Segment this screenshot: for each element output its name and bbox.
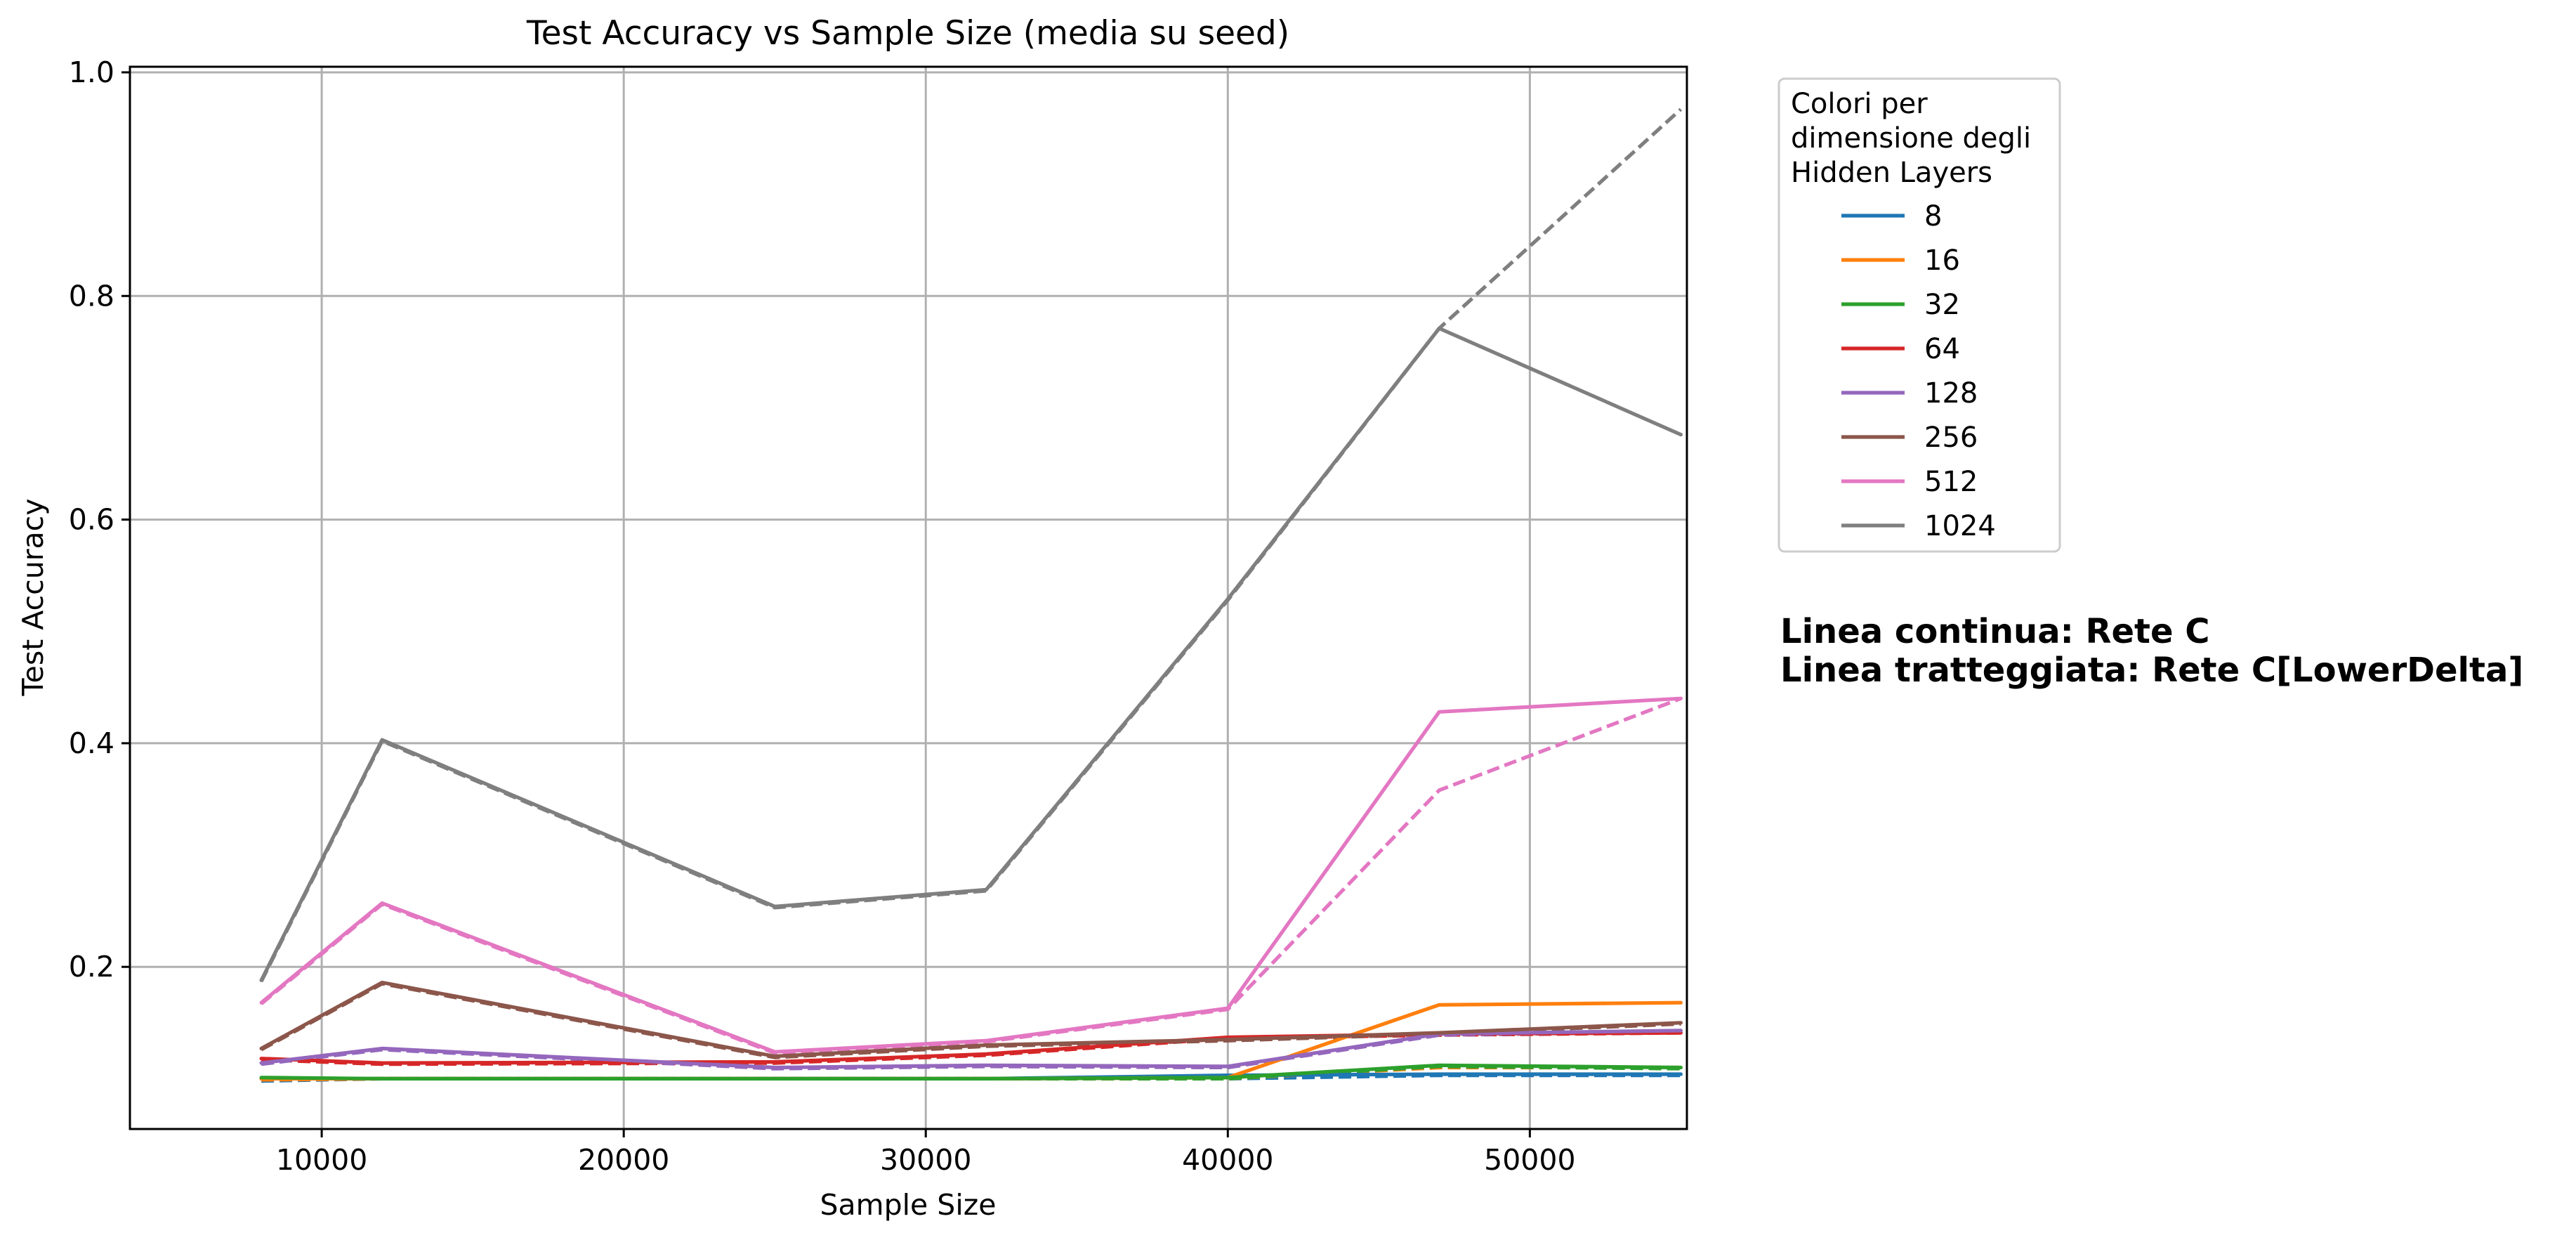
x-tick-label: 10000 xyxy=(276,1143,367,1177)
x-axis-label: Sample Size xyxy=(820,1188,997,1222)
x-tick-label: 20000 xyxy=(578,1143,669,1177)
legend-label-512: 512 xyxy=(1924,466,1978,498)
legend-label-128: 128 xyxy=(1924,377,1978,410)
legend-box xyxy=(1777,77,2061,553)
legend-label-1024: 1024 xyxy=(1924,510,1996,542)
x-tick-label: 50000 xyxy=(1484,1143,1575,1177)
legend-title-line-2: dimensione degli xyxy=(1791,122,2031,155)
axis-ticks: 10000 20000 30000 40000 50000 0.2 0.4 0.6 0.8 1.0 xyxy=(69,56,1576,1177)
legend-title-line-3: Hidden Layers xyxy=(1791,157,1992,189)
y-tick-label: 0.4 xyxy=(69,726,114,760)
legend-label-64: 64 xyxy=(1924,333,1960,365)
y-tick-label: 1.0 xyxy=(69,56,114,89)
series-lines xyxy=(259,107,1683,1083)
series-line-256-solid xyxy=(259,980,1683,1059)
legend-label-8: 8 xyxy=(1924,200,1942,233)
annotation-solid-line: Linea continua: Rete C xyxy=(1780,612,2209,651)
x-tick-label: 30000 xyxy=(880,1143,971,1177)
plot-frame xyxy=(129,65,1688,1130)
series-line-1024-solid xyxy=(259,326,1683,982)
legend: Colori per dimensione degli Hidden Layer… xyxy=(1777,77,2061,553)
legend-title-line-1: Colori per xyxy=(1791,88,1928,120)
y-tick-label: 0.8 xyxy=(69,279,114,313)
legend-entries: 8 16 32 64 128 256 512 1024 xyxy=(1841,200,1996,542)
series-line-512-solid xyxy=(259,696,1683,1054)
annotation-dashed-line: Linea tratteggiata: Rete C[LowerDelta] xyxy=(1780,651,2523,690)
legend-label-32: 32 xyxy=(1924,289,1960,321)
legend-label-256: 256 xyxy=(1924,422,1978,454)
y-tick-label: 0.2 xyxy=(69,950,114,984)
x-tick-label: 40000 xyxy=(1182,1143,1273,1177)
grid xyxy=(130,67,1687,1129)
legend-label-16: 16 xyxy=(1924,244,1960,277)
series-line-32-solid xyxy=(259,1063,1683,1081)
y-axis-label: Test Accuracy xyxy=(16,499,50,697)
chart-title: Test Accuracy vs Sample Size (media su s… xyxy=(526,14,1289,53)
y-tick-label: 0.6 xyxy=(69,503,114,537)
